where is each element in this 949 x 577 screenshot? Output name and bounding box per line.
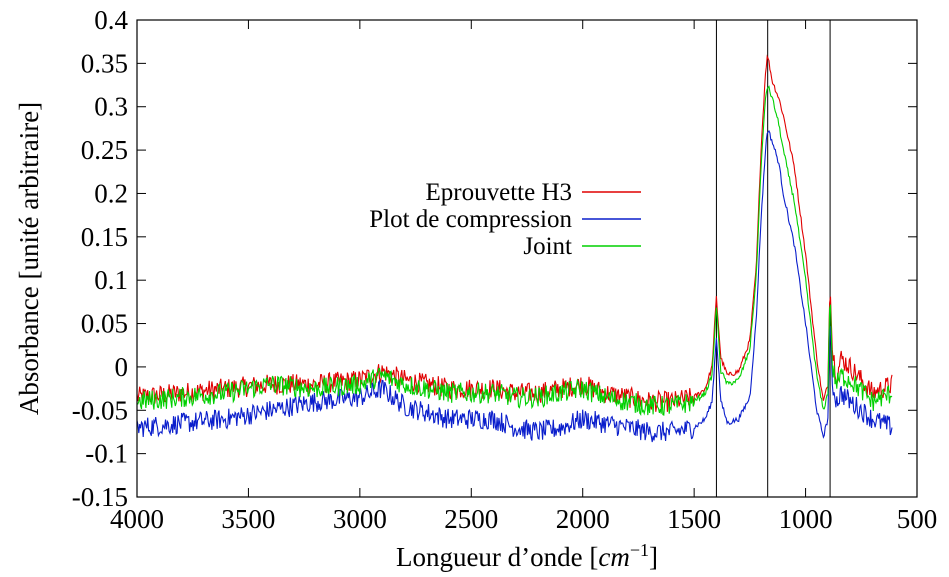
y-tick-label-5: 0.1 [94, 265, 128, 295]
y-tick-label-11: 0.4 [94, 5, 128, 35]
x-tick-label-1500: 1500 [667, 504, 721, 534]
legend-label-0: Eprouvette H3 [426, 179, 572, 206]
legend-label-2: Joint [523, 233, 572, 260]
series-line-2 [137, 85, 893, 417]
y-tick-label-10: 0.35 [81, 48, 128, 78]
y-tick-label-7: 0.2 [94, 178, 128, 208]
x-tick-label-3000: 3000 [333, 504, 387, 534]
series-line-0 [136, 54, 893, 412]
x-tick-label-4000: 4000 [110, 504, 164, 534]
tick-labels-layer: 4000 3500 3000 2500 2000 1500 1000 500 -0.15 -0.1… [72, 5, 938, 534]
y-tick-label-1: -0.1 [85, 439, 128, 469]
series-line-1 [136, 129, 893, 443]
x-tick-label-1000: 1000 [779, 504, 833, 534]
x-axis-title-main: Longueur d’onde [ [396, 542, 598, 572]
series-layer [136, 54, 893, 443]
x-tick-label-500: 500 [897, 504, 938, 534]
y-tick-label-2: -0.05 [72, 395, 128, 425]
y-tick-label-8: 0.25 [81, 135, 128, 165]
y-tick-label-9: 0.3 [94, 92, 128, 122]
legend-label-1: Plot de compression [369, 206, 572, 233]
x-axis-title-close: ] [649, 542, 658, 572]
vertical-reference-lines [715, 20, 831, 497]
x-tick-label-2000: 2000 [556, 504, 610, 534]
x-axis-title-exponent: −1 [630, 540, 649, 560]
y-axis-title: Absorbance [unité arbitraire] [14, 102, 44, 415]
y-tick-label-4: 0.05 [81, 309, 128, 339]
ticks-layer [136, 19, 918, 498]
x-axis-title-unit: cm [598, 542, 629, 572]
y-tick-label-6: 0.15 [81, 222, 128, 252]
plot-frame [136, 19, 918, 498]
y-tick-label-3: 0 [115, 352, 129, 382]
y-tick-label-0: -0.15 [72, 482, 128, 512]
x-tick-label-2500: 2500 [444, 504, 498, 534]
x-tick-label-3500: 3500 [221, 504, 275, 534]
x-axis-title: Longueur d’onde [cm−1] [396, 540, 658, 572]
